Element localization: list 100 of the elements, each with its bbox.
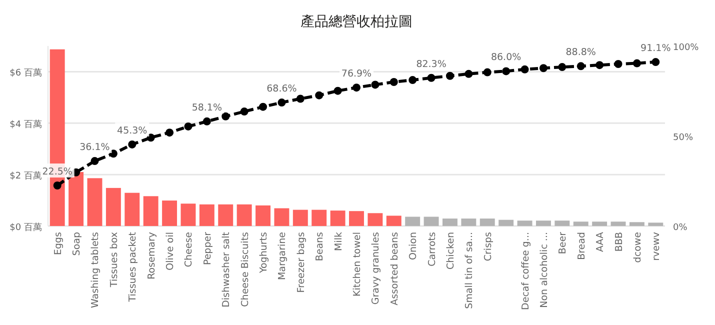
bar <box>405 216 420 226</box>
point <box>109 150 118 158</box>
point <box>259 102 268 111</box>
bar <box>480 218 495 226</box>
x-tick-label: Margarine <box>277 232 288 280</box>
x-tick-label: Washing tablets <box>90 232 102 308</box>
x-tick-label: Chicken <box>445 232 456 270</box>
point <box>90 157 99 166</box>
bar <box>648 222 664 226</box>
bar <box>442 218 458 226</box>
x-tick-label: Decaf coffee g... <box>520 232 532 310</box>
bar <box>368 213 383 226</box>
point <box>352 84 360 92</box>
bar <box>256 205 270 226</box>
x-tick-label: Soap <box>72 232 83 256</box>
point <box>128 140 136 148</box>
x-tick-label: Freezer bags <box>296 232 307 293</box>
point <box>240 108 248 116</box>
x-tick-label: Cheese <box>184 232 195 268</box>
bar <box>274 208 290 226</box>
bar <box>498 220 514 226</box>
point <box>408 76 417 84</box>
bar <box>461 218 476 226</box>
x-tick-label: Dishwasher salt <box>221 232 232 308</box>
point <box>464 70 473 78</box>
point <box>371 80 380 89</box>
point <box>296 94 304 103</box>
point <box>184 122 192 130</box>
point <box>278 98 286 107</box>
bar <box>536 220 551 226</box>
bar <box>592 222 608 226</box>
bar <box>386 216 402 226</box>
data-label: 45.3% <box>117 125 148 136</box>
data-label: 58.1% <box>192 102 222 114</box>
bar <box>517 220 532 226</box>
x-tick-label: Pepper <box>202 232 214 266</box>
x-tick-label: dcowe <box>632 232 644 263</box>
data-label: 91.1% <box>640 43 671 54</box>
data-label: 36.1% <box>80 142 110 154</box>
x-tick-label: Milk <box>333 232 344 251</box>
point <box>502 67 510 76</box>
x-tick-label: Rosemary <box>146 232 158 280</box>
bar <box>180 204 196 226</box>
x-tick-label: Cheese Biscuits <box>240 232 251 307</box>
bar <box>199 204 214 226</box>
point <box>558 63 566 72</box>
point <box>390 78 398 86</box>
x-tick-label: Beer <box>558 232 569 254</box>
point <box>632 59 641 68</box>
x-tick-label: BBB <box>614 232 625 252</box>
x-tick-label: Assorted beans <box>389 232 400 306</box>
y2-tick-label: 50% <box>673 133 694 143</box>
bar <box>143 196 158 226</box>
point <box>202 117 211 126</box>
bar <box>236 204 252 226</box>
point <box>446 72 454 80</box>
y-tick-label: $6 百萬 <box>10 68 42 79</box>
bar <box>124 192 140 226</box>
point <box>53 182 62 190</box>
x-tick-label: Beans <box>314 232 326 262</box>
data-label: 82.3% <box>416 58 446 70</box>
point <box>315 91 324 100</box>
bar <box>629 222 644 226</box>
x-tick-label: Tissues box <box>108 232 120 288</box>
data-label: 76.9% <box>341 68 372 80</box>
point <box>334 86 342 95</box>
bar <box>330 210 346 226</box>
y-tick-label: $2 百萬 <box>10 170 42 182</box>
x-tick-label: rvewv <box>651 232 662 261</box>
bar <box>87 178 102 226</box>
point <box>614 60 622 68</box>
data-label: 22.5% <box>42 166 72 178</box>
point <box>146 134 155 142</box>
x-tick-label: Eggs <box>52 232 64 256</box>
bar <box>610 222 626 226</box>
bar <box>218 204 234 226</box>
point <box>520 65 529 74</box>
x-tick-label: Tissues packet <box>128 232 139 303</box>
point <box>483 68 492 76</box>
bar <box>573 222 588 226</box>
x-tick-label: Olive oil <box>165 232 176 270</box>
y2-tick-label: 100% <box>673 43 700 53</box>
x-tick-label: Onion <box>408 232 420 260</box>
data-label: 88.8% <box>566 47 596 58</box>
bar <box>424 216 439 226</box>
point <box>427 74 436 82</box>
x-tick-label: Gravy granules <box>370 232 382 305</box>
chart-title: 產品總營收柏拉圖 <box>300 14 412 30</box>
bar <box>292 210 308 226</box>
bar <box>162 200 178 226</box>
x-tick-label: AAA <box>595 232 606 252</box>
y-tick-label: $4 百萬 <box>10 119 42 130</box>
point <box>222 112 230 120</box>
x-tick-label: Crisps <box>482 232 494 262</box>
point <box>652 58 660 66</box>
y-tick-label: $0 百萬 <box>10 222 42 233</box>
bar <box>349 211 364 226</box>
y2-tick-label: 0% <box>673 223 688 233</box>
x-tick-label: Bread <box>576 232 588 260</box>
x-tick-label: Kitchen towel <box>352 232 363 297</box>
